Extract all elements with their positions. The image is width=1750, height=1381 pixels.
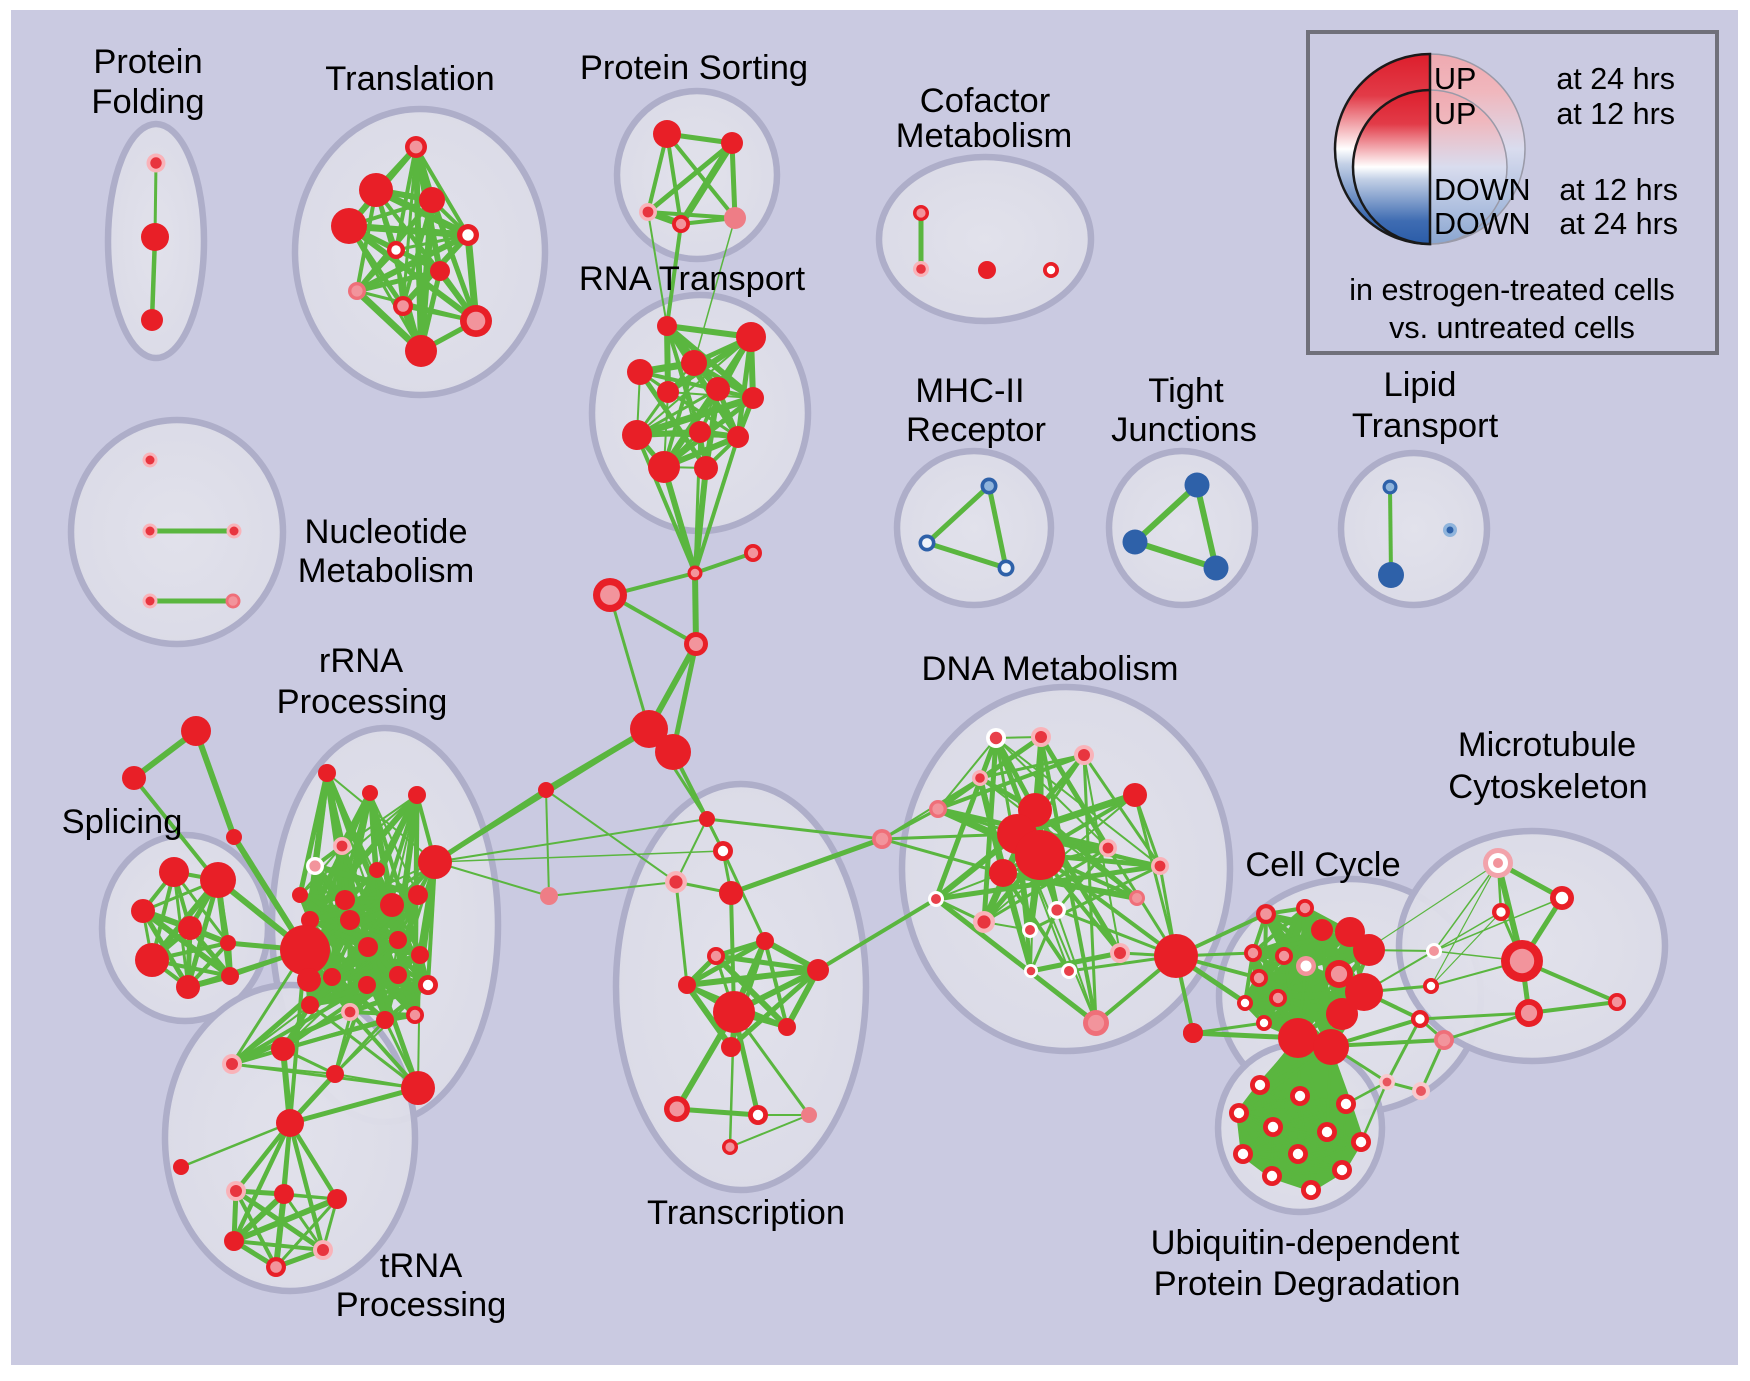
- svg-text:DOWN: DOWN: [1434, 207, 1531, 241]
- svg-text:at 12 hrs: at 12 hrs: [1556, 97, 1675, 131]
- svg-text:in estrogen-treated cells: in estrogen-treated cells: [1349, 273, 1675, 307]
- svg-text:UP: UP: [1434, 62, 1476, 96]
- svg-text:Ubiquitin-dependent: Ubiquitin-dependent: [1151, 1224, 1460, 1262]
- svg-text:Receptor: Receptor: [906, 411, 1046, 449]
- svg-text:Processing: Processing: [336, 1286, 507, 1324]
- svg-text:Nucleotide: Nucleotide: [304, 513, 467, 551]
- svg-text:Lipid: Lipid: [1384, 366, 1457, 404]
- svg-text:at 12 hrs: at 12 hrs: [1559, 173, 1678, 207]
- svg-text:RNA Transport: RNA Transport: [579, 260, 806, 298]
- svg-text:DNA Metabolism: DNA Metabolism: [922, 650, 1179, 688]
- svg-text:DOWN: DOWN: [1434, 173, 1531, 207]
- svg-text:at 24 hrs: at 24 hrs: [1559, 207, 1678, 241]
- svg-text:Cell Cycle: Cell Cycle: [1245, 846, 1400, 884]
- svg-text:Folding: Folding: [91, 83, 204, 121]
- svg-text:Processing: Processing: [277, 683, 448, 721]
- svg-text:tRNA: tRNA: [380, 1247, 462, 1285]
- svg-text:Microtubule: Microtubule: [1458, 726, 1636, 764]
- svg-text:Transport: Transport: [1352, 407, 1499, 445]
- svg-text:Cytoskeleton: Cytoskeleton: [1448, 768, 1647, 806]
- svg-text:Metabolism: Metabolism: [896, 117, 1072, 155]
- svg-text:Cofactor: Cofactor: [920, 82, 1050, 120]
- svg-text:Translation: Translation: [325, 60, 494, 98]
- svg-text:vs. untreated cells: vs. untreated cells: [1389, 311, 1635, 345]
- svg-text:Metabolism: Metabolism: [298, 552, 474, 590]
- svg-text:Tight: Tight: [1148, 372, 1224, 410]
- svg-text:Protein Degradation: Protein Degradation: [1154, 1265, 1461, 1303]
- svg-text:Splicing: Splicing: [62, 803, 183, 841]
- svg-text:Junctions: Junctions: [1111, 411, 1257, 449]
- svg-text:Transcription: Transcription: [647, 1194, 845, 1232]
- svg-text:UP: UP: [1434, 97, 1476, 131]
- svg-text:at 24 hrs: at 24 hrs: [1556, 62, 1675, 96]
- svg-text:MHC-II: MHC-II: [915, 372, 1024, 410]
- svg-text:Protein: Protein: [93, 43, 202, 81]
- svg-text:rRNA: rRNA: [319, 642, 403, 680]
- svg-text:Protein Sorting: Protein Sorting: [580, 49, 808, 87]
